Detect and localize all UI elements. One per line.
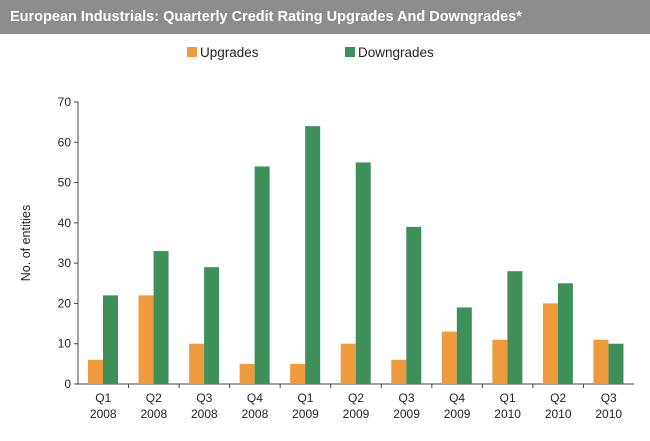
x-tick-label-quarter: Q1 [500,391,516,405]
downgrades-bar [204,267,220,384]
x-tick-label-year: 2009 [393,407,420,421]
x-tick-label-year: 2009 [444,407,471,421]
x-tick-label-year: 2010 [545,407,572,421]
title-bar: European Industrials: Quarterly Credit R… [0,0,650,34]
downgrades-bar [557,283,573,384]
downgrades-bar [608,343,624,384]
upgrades-bar [542,303,558,384]
legend-swatch-upgrades [187,47,197,57]
x-tick-label-quarter: Q3 [399,391,415,405]
y-tick-label: 50 [58,176,72,190]
x-tick-label-quarter: Q4 [247,391,263,405]
x-tick-label-quarter: Q2 [550,391,566,405]
downgrades-bar [507,271,523,384]
y-tick-label: 30 [58,256,72,270]
legend-swatch-downgrades [345,47,355,57]
x-tick-label-year: 2010 [494,407,521,421]
upgrades-bar [189,343,205,384]
x-tick-label-quarter: Q2 [348,391,364,405]
x-tick-label-year: 2009 [343,407,370,421]
upgrades-bar [290,363,306,384]
x-axis: Q1 2008 Q2 2008 Q3 2008 Q4 2008 Q1 2009 Q2 2009 Q3 20… [78,383,634,421]
y-tick-label: 20 [58,296,72,310]
chart-title: European Industrials: Quarterly Credit R… [10,9,522,25]
upgrades-bar [88,359,103,384]
bar-chart: Upgrades Downgrades 0 10 20 30 40 50 60 70 No. of… [19,45,634,421]
upgrades-bar [138,295,154,384]
downgrades-bar [456,307,472,384]
y-tick-label: 10 [58,337,72,351]
upgrades-bar [239,363,255,384]
bars [88,126,624,385]
x-tick-label-quarter: Q2 [146,391,162,405]
downgrades-bar [153,251,169,384]
downgrades-bar [305,126,321,385]
x-tick-label-quarter: Q3 [601,391,617,405]
downgrades-bar [355,162,371,384]
upgrades-bar [340,343,356,384]
x-tick-label-year: 2008 [140,407,167,421]
x-tick-label-quarter: Q3 [196,391,212,405]
y-tick-label: 70 [58,95,72,109]
legend: Upgrades Downgrades [187,45,434,60]
y-tick-label: 40 [58,216,72,230]
upgrades-bar [441,331,457,384]
y-tick-label: 0 [64,377,71,391]
x-tick-label-quarter: Q1 [297,391,313,405]
upgrades-bar [492,339,508,384]
x-tick-label-year: 2008 [191,407,218,421]
x-tick-label-year: 2008 [242,407,269,421]
upgrades-bar [391,359,407,384]
x-tick-label-quarter: Q1 [95,391,111,405]
y-axis-title: No. of entities [19,205,33,281]
x-tick-label-quarter: Q4 [449,391,465,405]
x-tick-label-year: 2010 [595,407,622,421]
x-tick-label-year: 2009 [292,407,319,421]
downgrades-bar [254,166,270,384]
x-tick-label-year: 2008 [90,407,117,421]
downgrades-bar [103,295,118,384]
legend-label-upgrades: Upgrades [200,45,259,60]
y-tick-label: 60 [58,135,72,149]
legend-label-downgrades: Downgrades [358,45,434,60]
y-axis: 0 10 20 30 40 50 60 70 No. of entities [19,95,79,391]
downgrades-bar [406,226,422,384]
upgrades-bar [593,339,609,384]
